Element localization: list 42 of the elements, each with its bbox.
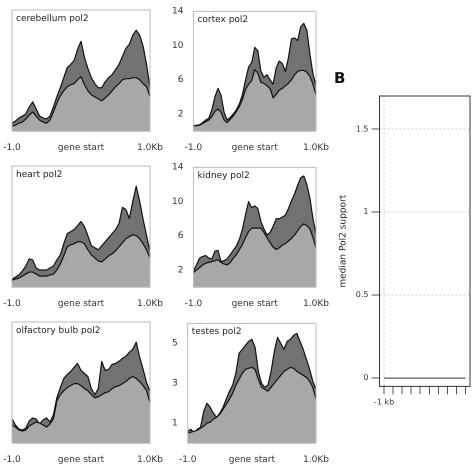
x-tick-label: 1.0Kb xyxy=(137,142,164,153)
chart-title: olfactory bulb pol2 xyxy=(16,326,100,336)
x-tick-label: gene start xyxy=(232,298,278,309)
x-tick-label: 1.0Kb xyxy=(303,298,330,309)
x-tick-label: gene start xyxy=(58,454,105,465)
x-tick-label: -1.0 xyxy=(3,142,22,153)
y-tick-label: 2 xyxy=(178,109,184,120)
chart-title: B xyxy=(334,68,346,87)
chart-title: heart pol2 xyxy=(16,170,62,180)
y-tick-label: 3 xyxy=(172,378,178,389)
y-tick-label: 0.5 xyxy=(356,290,369,300)
y-tick-label: 14 xyxy=(172,162,184,173)
x-tick-label: -1.0 xyxy=(184,142,203,153)
x-tick-label: 1.0Kb xyxy=(137,298,164,309)
y-tick-label: 10 xyxy=(172,196,184,207)
y-tick-label: 6 xyxy=(178,75,184,86)
x-tick-label: gene start xyxy=(58,142,105,153)
x-tick-label: 1.0Kb xyxy=(303,454,330,465)
x-tick-label: gene start xyxy=(58,298,105,309)
y-tick-label: 0 xyxy=(363,373,369,382)
y-tick-label: 1 xyxy=(172,418,178,429)
x-tick-label: 1.0Kb xyxy=(137,454,164,465)
chart-title: cerebellum pol2 xyxy=(16,14,89,24)
x-tick-label: -1 kb xyxy=(374,397,394,406)
y-tick-label: 10 xyxy=(172,40,184,51)
chart-title: cortex pol2 xyxy=(197,15,248,26)
x-tick-label: gene start xyxy=(232,142,278,153)
y-tick-label: 1.5 xyxy=(356,124,369,134)
y-tick-label: 2 xyxy=(178,265,184,276)
x-tick-label: -1.0 xyxy=(3,454,22,465)
x-tick-label: -1.0 xyxy=(3,298,22,309)
x-tick-label: 1.0Kb xyxy=(303,142,330,153)
y-axis-title: median Pol2 support xyxy=(338,194,349,288)
y-tick-label: 1 xyxy=(363,207,369,216)
x-tick-label: -1.0 xyxy=(178,454,197,465)
x-tick-label: -1.0 xyxy=(184,298,203,309)
y-tick-label: 6 xyxy=(178,231,184,242)
chart-title: testes pol2 xyxy=(192,327,242,338)
x-tick-label: gene start xyxy=(228,454,276,465)
y-tick-label: 5 xyxy=(172,338,178,349)
chart-title: kidney pol2 xyxy=(197,171,250,182)
y-tick-label: 14 xyxy=(172,6,184,17)
